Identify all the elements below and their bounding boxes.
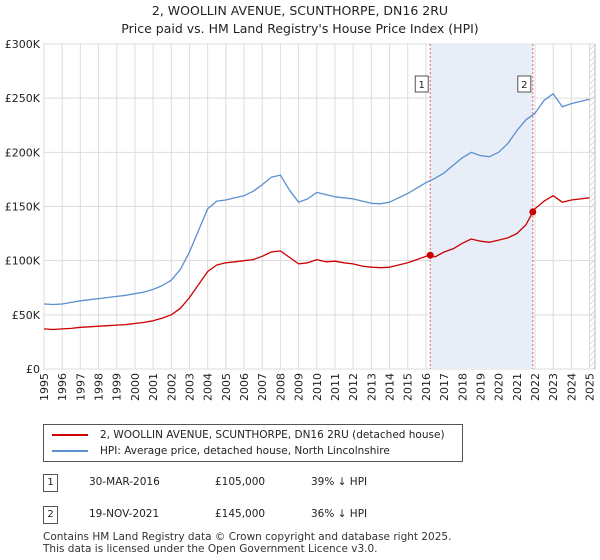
x-tick-label: 2002 <box>165 373 178 401</box>
price-paid-line <box>44 195 590 331</box>
legend-price: 2, WOOLLIN AVENUE, SCUNTHORPE, DN16 2RU … <box>52 427 445 443</box>
annotation-label: 2 <box>521 80 527 91</box>
x-tick-label: 2022 <box>529 373 542 401</box>
y-tick-label: £200K <box>5 146 41 159</box>
x-tick-label: 2005 <box>220 373 233 401</box>
x-tick-label: 2012 <box>347 373 360 401</box>
legend-hpi: HPI: Average price, detached house, Nort… <box>52 443 390 459</box>
y-tick-label: £150K <box>5 201 41 214</box>
annotation-box <box>517 75 532 93</box>
x-tick-label: 2015 <box>402 373 415 401</box>
x-tick-label: 2010 <box>311 373 324 401</box>
sale-date: 19-NOV-2021 <box>89 508 160 520</box>
x-tick-label: 2011 <box>329 373 342 401</box>
footer: Contains HM Land Registry data © Crown c… <box>43 531 451 555</box>
x-tick-label: 2014 <box>384 373 397 401</box>
sale-price: £145,000 <box>215 508 266 520</box>
x-axis: 1995 1996 1997 1998 1999 2000 2001 2002 2003 2004… <box>38 373 597 401</box>
y-tick-label: £250K <box>5 92 41 105</box>
sale-points <box>426 208 537 259</box>
x-tick-label: 2003 <box>183 373 196 401</box>
legend-price-label: 2, WOOLLIN AVENUE, SCUNTHORPE, DN16 2RU … <box>100 429 445 441</box>
legend: 2, WOOLLIN AVENUE, SCUNTHORPE, DN16 2RU … <box>43 424 463 462</box>
x-tick-label: 1999 <box>111 373 124 401</box>
chart-subtitle: Price paid vs. HM Land Registry's House … <box>121 21 479 36</box>
x-tick-label: 2025 <box>584 373 597 401</box>
x-tick-label: 2020 <box>493 373 506 401</box>
x-tick-label: 2000 <box>129 373 142 401</box>
x-tick-label: 2007 <box>256 373 269 401</box>
footer-line-1: Contains HM Land Registry data © Crown c… <box>43 531 452 543</box>
annotation-label: 1 <box>419 80 425 91</box>
x-tick-label: 2013 <box>365 373 378 401</box>
x-tick-label: 2016 <box>420 373 433 401</box>
annotation-box <box>414 75 429 93</box>
sale-date: 30-MAR-2016 <box>89 476 160 488</box>
x-tick-label: 2001 <box>147 373 160 401</box>
legend-price-swatch <box>52 434 88 436</box>
footer-line-2: This data is licensed under the Open Gov… <box>43 543 378 555</box>
sale-point <box>529 208 537 216</box>
y-tick-label: £100K <box>5 255 41 268</box>
sale-hpi-diff: 36% ↓ HPI <box>311 508 368 520</box>
sale-point <box>426 251 434 259</box>
x-tick-label: 1998 <box>93 373 106 401</box>
x-tick-label: 2004 <box>202 373 215 401</box>
chart-title: 2, WOOLLIN AVENUE, SCUNTHORPE, DN16 2RU <box>151 3 449 18</box>
x-tick-label: 1997 <box>74 373 87 401</box>
x-tick-label: 2018 <box>456 373 469 401</box>
y-axis: £0 £50K £100K £150K £200K £250K £300K <box>5 38 41 376</box>
hpi-line <box>44 93 590 306</box>
y-tick-label: £50K <box>12 309 41 322</box>
x-tick-label: 2024 <box>565 373 578 401</box>
x-tick-label: 2021 <box>511 373 524 401</box>
x-tick-label: 1995 <box>38 373 51 401</box>
x-tick-label: 1996 <box>56 373 69 401</box>
x-tick-label: 2019 <box>474 373 487 401</box>
shaded-period <box>430 44 533 369</box>
future-hatch <box>589 44 595 369</box>
y-tick-label: £300K <box>5 38 41 51</box>
x-tick-label: 2008 <box>274 373 287 401</box>
y-tick-label: £0 <box>26 363 40 376</box>
sale-number: 2 <box>43 506 58 524</box>
legend-hpi-swatch <box>52 450 88 452</box>
x-tick-label: 2017 <box>438 373 451 401</box>
sale-price: £105,000 <box>215 476 266 488</box>
x-tick-label: 2006 <box>238 373 251 401</box>
x-tick-label: 2009 <box>293 373 306 401</box>
series-group <box>44 93 590 331</box>
x-tick-label: 2023 <box>547 373 560 401</box>
sale-hpi-diff: 39% ↓ HPI <box>311 476 368 488</box>
legend-hpi-label: HPI: Average price, detached house, Nort… <box>100 445 390 457</box>
sale-number: 1 <box>43 474 58 492</box>
